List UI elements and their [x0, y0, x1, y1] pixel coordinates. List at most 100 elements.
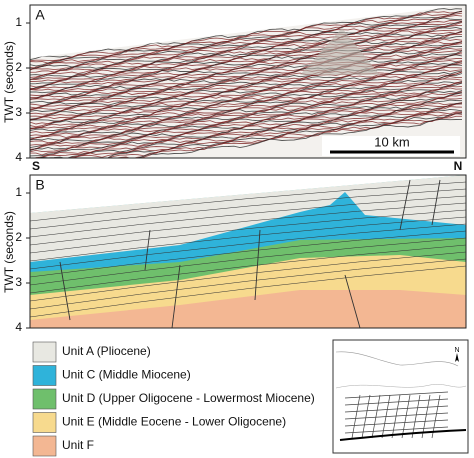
horizon	[30, 181, 466, 222]
horizon	[30, 230, 466, 278]
legend-swatch	[32, 388, 57, 410]
survey-line	[411, 394, 421, 439]
axis-label: TWT (seconds)	[2, 41, 16, 123]
panel-label: A	[35, 7, 45, 23]
fault	[144, 229, 151, 271]
survey-line	[371, 394, 381, 439]
panel-frame	[29, 174, 467, 329]
legend-label: Unit F	[62, 438, 94, 452]
fault	[431, 179, 441, 226]
reflector	[30, 43, 463, 98]
survey-line	[344, 391, 449, 399]
reflector	[30, 61, 463, 112]
horizon	[30, 195, 466, 238]
reflector	[30, 81, 463, 134]
reflector	[30, 82, 463, 139]
horizon	[30, 265, 466, 318]
reflector	[30, 41, 463, 91]
reflector	[30, 97, 463, 151]
survey-line	[344, 405, 449, 413]
survey-line	[344, 419, 449, 427]
seismic-reflectors	[30, 8, 463, 158]
reflector	[30, 45, 463, 100]
coastline	[335, 351, 459, 367]
legend-swatch	[32, 412, 57, 433]
y-tick-label: 4	[15, 150, 22, 164]
coastline	[339, 429, 467, 441]
reflector	[30, 38, 463, 90]
reflector	[30, 58, 462, 111]
contour	[335, 384, 467, 389]
legend-label: Unit D (Upper Oligocene - Lowermost Mioc…	[62, 391, 315, 405]
reflector	[38, 108, 463, 158]
north-arrow	[455, 353, 459, 362]
reflector	[30, 92, 463, 149]
panel-label: B	[35, 177, 44, 193]
survey-lines	[344, 391, 449, 439]
reflector	[30, 87, 463, 141]
survey-line	[344, 426, 449, 434]
legend-swatch	[32, 365, 57, 386]
reflector	[30, 73, 463, 130]
scale-label: 10 km	[374, 134, 409, 149]
reflector	[30, 26, 463, 80]
reflector	[30, 24, 463, 81]
reflector	[72, 112, 463, 158]
survey-line	[344, 412, 449, 420]
reflector	[30, 89, 463, 141]
y-tick-label: 3	[15, 275, 22, 289]
y-tick-label: 1	[15, 15, 22, 29]
horizon	[30, 251, 466, 302]
location-map: N	[332, 339, 469, 454]
survey-line	[431, 394, 441, 439]
horizon	[30, 223, 466, 270]
y-tick-label: 1	[15, 185, 22, 199]
reflector	[30, 80, 463, 132]
survey-line	[344, 398, 449, 406]
end-label: S	[32, 159, 40, 173]
horizon	[30, 237, 466, 286]
reflector	[30, 33, 463, 89]
survey-line	[401, 394, 411, 439]
legend-swatch	[32, 435, 57, 457]
survey-line	[421, 394, 431, 439]
map-frame	[332, 339, 469, 454]
reflector	[30, 10, 463, 64]
legend-label: Unit A (Pliocene)	[62, 344, 151, 358]
reflector	[30, 10, 463, 62]
mound	[300, 28, 380, 75]
north-label: N	[454, 347, 459, 354]
fault	[344, 274, 361, 328]
reflector	[30, 54, 463, 110]
fault	[171, 264, 181, 328]
y-tick-label: 2	[15, 60, 22, 74]
seismic-panel: A TWT (seconds) S N 10 km	[2, 4, 467, 173]
reflector	[30, 8, 463, 61]
axis-label: TWT (seconds)	[2, 211, 16, 293]
horizon	[30, 216, 466, 262]
legend: Unit A (Pliocene) Unit C (Middle Miocene)…	[32, 341, 315, 457]
reflector	[30, 20, 463, 73]
reflector	[136, 118, 463, 158]
reflector	[30, 50, 463, 104]
reflector	[30, 70, 463, 122]
horizon	[30, 258, 466, 310]
panel-frame	[29, 4, 467, 159]
horizons	[30, 179, 466, 328]
survey-line	[351, 394, 361, 439]
water-column	[30, 175, 466, 213]
reflector	[30, 78, 463, 130]
y-tick-label: 3	[15, 105, 22, 119]
survey-line	[361, 394, 371, 439]
water-column	[30, 5, 466, 58]
y-tick-label: 4	[15, 320, 22, 334]
horizon	[30, 202, 466, 246]
legend-swatch	[32, 341, 57, 363]
reflector	[30, 66, 463, 120]
legend-label: Unit E (Middle Eocene - Lower Oligocene)	[62, 415, 286, 429]
horizon	[30, 244, 466, 294]
reflector	[30, 53, 463, 109]
reflector	[104, 115, 462, 158]
y-tick-label: 2	[15, 230, 22, 244]
